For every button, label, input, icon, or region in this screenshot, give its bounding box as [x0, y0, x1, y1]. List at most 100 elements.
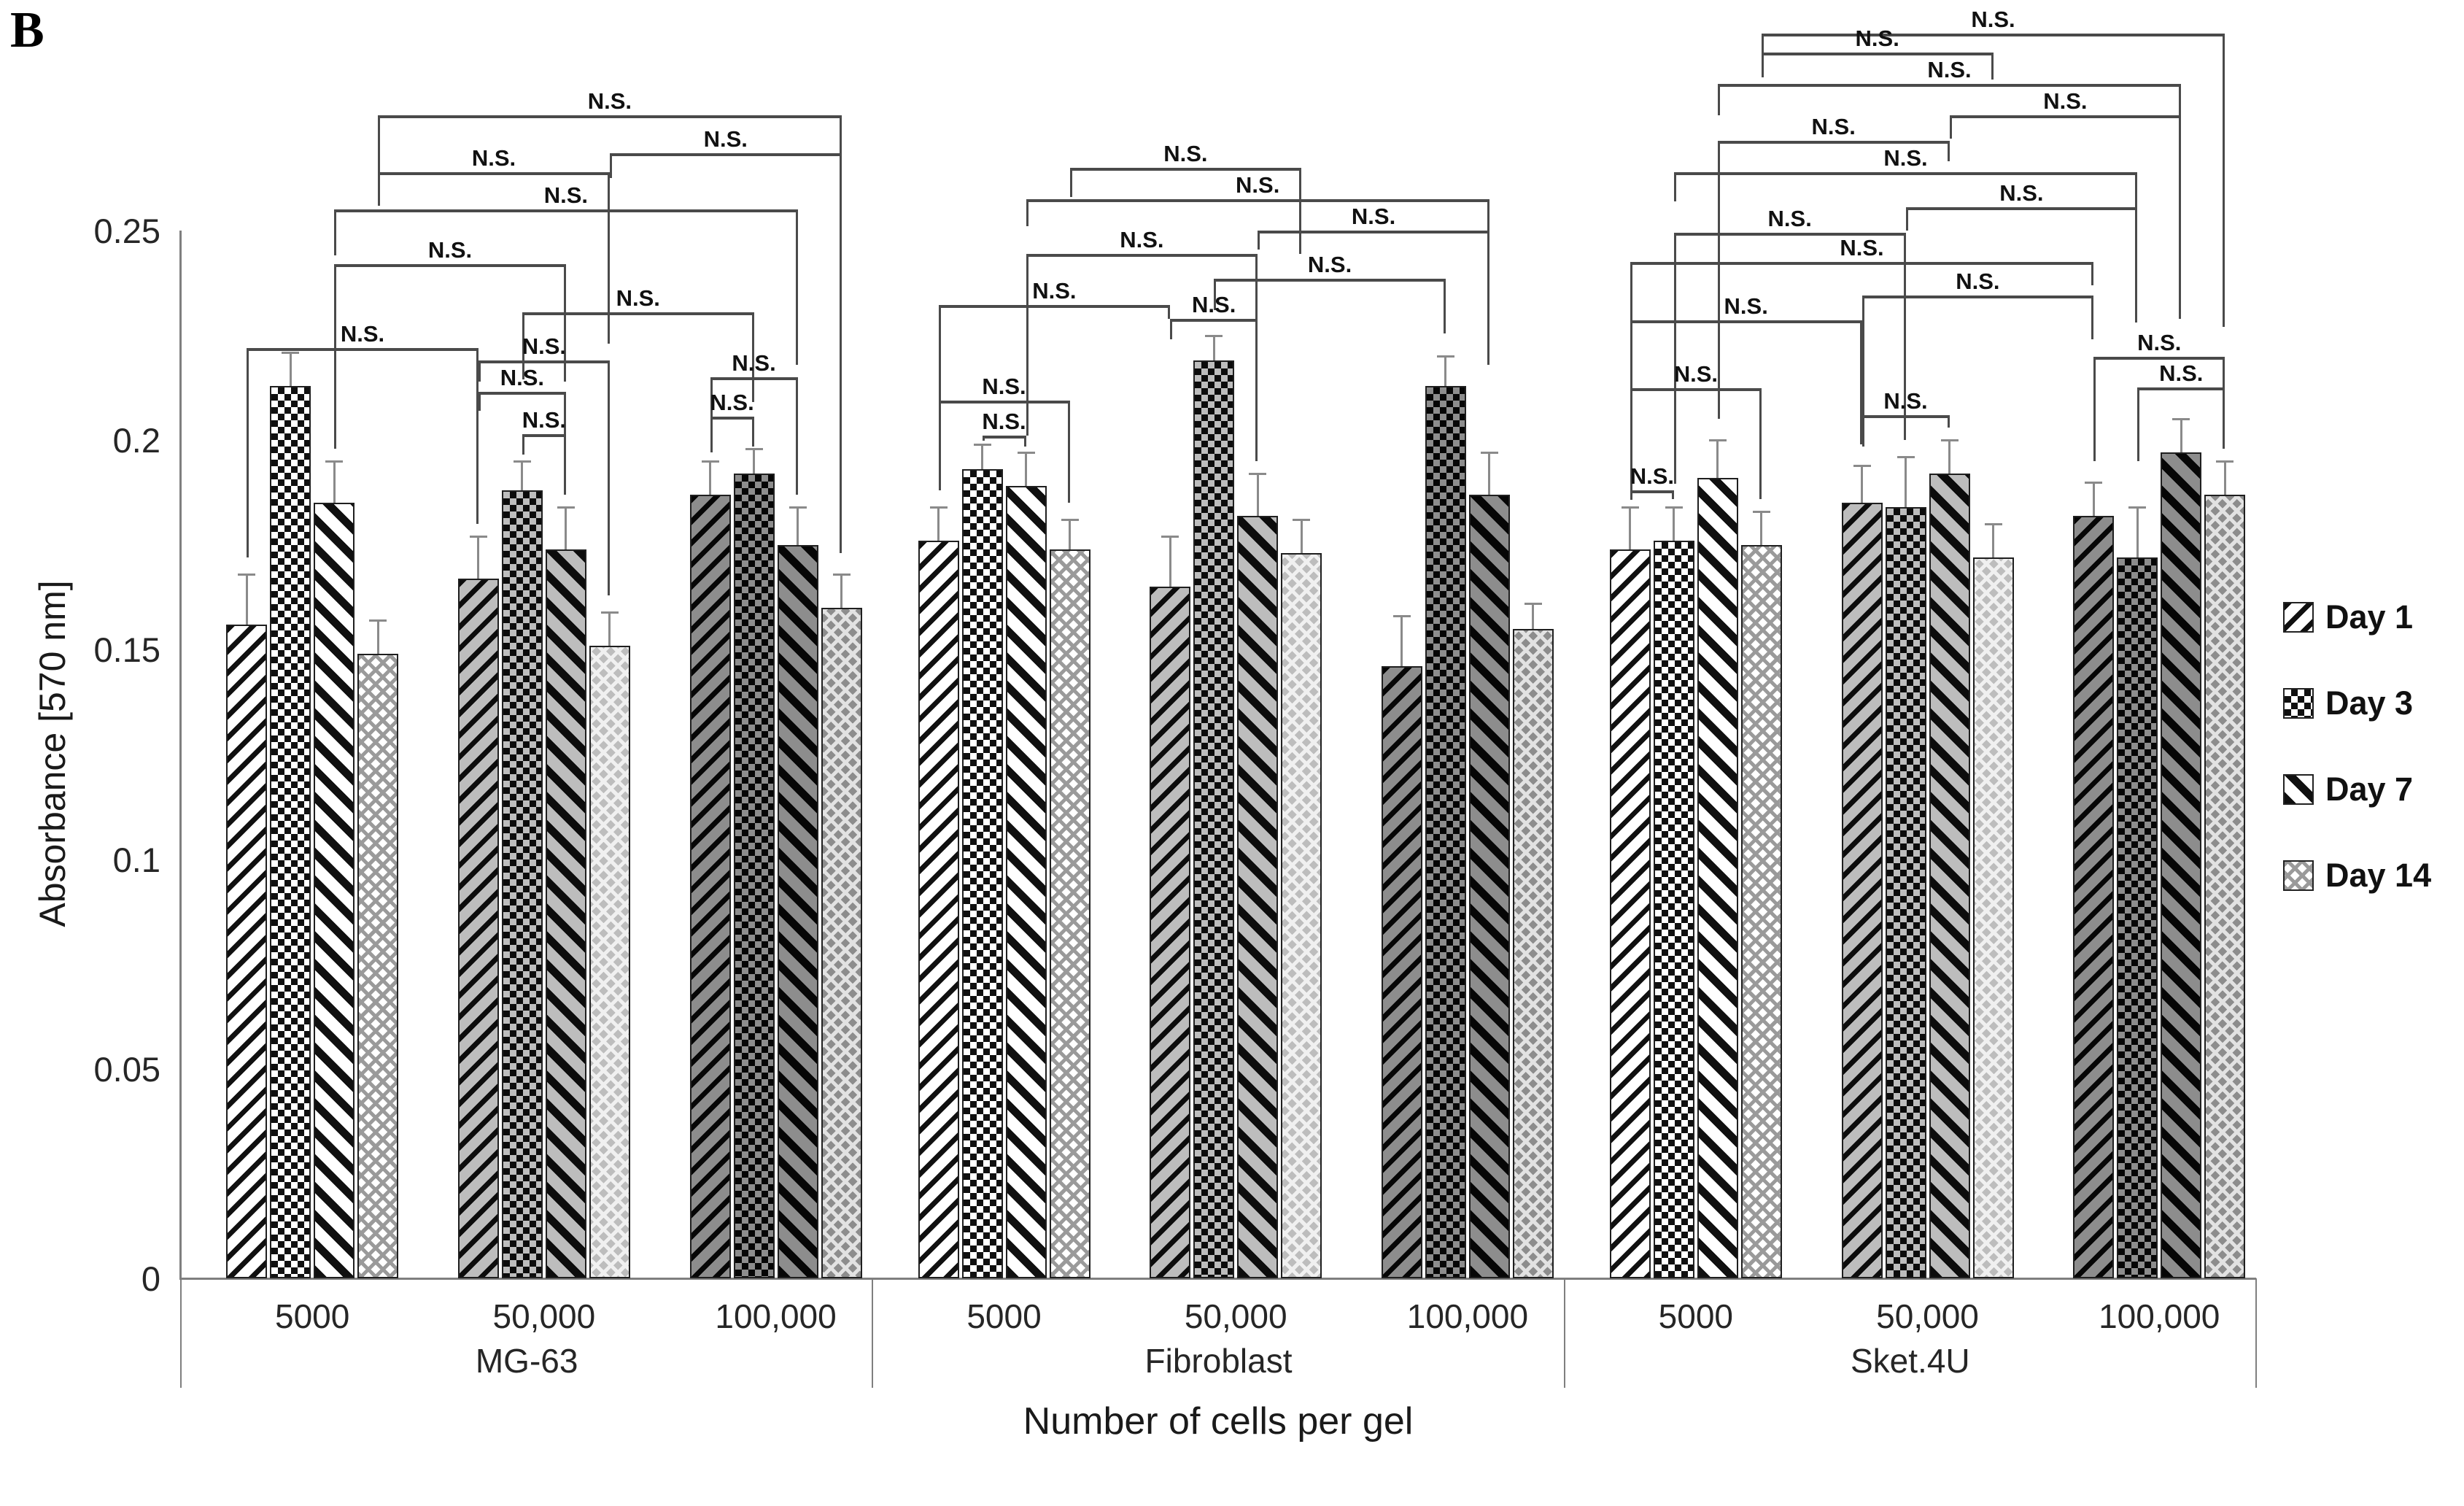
error-cap	[1249, 473, 1267, 476]
sig-bracket-leg	[2137, 387, 2140, 461]
error-cap	[282, 351, 300, 354]
group-label: Fibroblast	[1144, 1342, 1293, 1380]
sig-label: N.S.	[1032, 278, 1077, 304]
sig-bracket	[1630, 262, 2094, 266]
error-bar	[608, 611, 611, 646]
error-cap	[1436, 355, 1454, 358]
y-tick-label: 0.25	[93, 212, 160, 250]
error-cap	[1940, 439, 1959, 442]
sig-bracket-leg	[1168, 305, 1171, 319]
error-bar	[1948, 440, 1951, 474]
sig-bracket	[609, 152, 842, 156]
error-cap	[832, 574, 851, 576]
cluster-label: 100,000	[715, 1297, 837, 1335]
sig-bracket-leg	[710, 377, 713, 453]
sig-label: N.S.	[522, 406, 567, 433]
sig-bracket-leg	[2179, 115, 2182, 314]
bar	[1929, 474, 1970, 1278]
bar	[918, 541, 959, 1278]
error-bar	[521, 460, 524, 491]
sig-label: N.S.	[616, 285, 660, 311]
error-cap	[1017, 452, 1035, 455]
sig-bracket	[1717, 83, 2182, 87]
sig-bracket	[1717, 140, 1950, 144]
sig-bracket-leg	[247, 347, 249, 558]
group-separator	[872, 1278, 874, 1388]
sig-bracket-leg	[563, 263, 566, 382]
sig-bracket-leg	[1759, 387, 1762, 499]
sig-label: N.S.	[1999, 180, 2044, 206]
bar	[501, 490, 543, 1278]
error-bar	[1673, 507, 1675, 541]
sig-bracket	[2137, 387, 2225, 390]
bar	[1885, 507, 1926, 1278]
sig-bracket-leg	[1905, 207, 1908, 231]
sig-bracket	[1069, 167, 1302, 171]
sig-bracket	[378, 171, 610, 175]
sig-bracket-leg	[1671, 490, 1674, 499]
y-axis-line	[179, 231, 182, 1278]
y-tick-label: 0	[141, 1259, 160, 1298]
error-bar	[840, 574, 843, 608]
error-bar	[1629, 507, 1632, 549]
sig-bracket	[1673, 232, 1906, 236]
sig-bracket	[1630, 490, 1674, 494]
sig-bracket-leg	[2091, 262, 2094, 285]
bar	[733, 474, 775, 1278]
x-axis-line	[179, 1278, 2256, 1280]
sig-bracket-leg	[1991, 52, 1994, 80]
panel-letter: B	[10, 2, 44, 58]
sig-bracket-leg	[1069, 167, 1072, 198]
bar	[589, 645, 630, 1278]
legend-label: Day 1	[2325, 598, 2414, 636]
bar	[689, 494, 731, 1278]
sig-bracket-leg	[1947, 140, 1950, 162]
sig-bracket-leg	[1170, 318, 1173, 340]
sig-bracket	[710, 417, 754, 420]
sig-bracket	[938, 305, 1171, 309]
legend-label: Day 3	[2325, 684, 2414, 722]
sig-bracket-leg	[607, 171, 610, 344]
sig-bracket-leg	[334, 209, 337, 256]
error-cap	[1480, 452, 1498, 455]
sig-label: N.S.	[1120, 226, 1164, 252]
bar	[226, 624, 268, 1278]
sig-label: N.S.	[543, 182, 589, 209]
sig-bracket	[378, 115, 842, 119]
sig-bracket-leg	[938, 401, 941, 491]
error-cap	[1752, 510, 1770, 513]
sig-bracket	[1761, 52, 1994, 55]
sig-bracket-leg	[334, 263, 337, 449]
sig-bracket-leg	[378, 171, 381, 204]
error-cap	[1621, 506, 1639, 509]
error-cap	[745, 447, 763, 450]
sig-bracket	[1258, 231, 1489, 233]
cluster-label: 50,000	[1184, 1297, 1287, 1335]
sig-bracket	[247, 347, 479, 351]
sig-bracket	[334, 209, 798, 213]
sig-bracket-leg	[1947, 414, 1950, 428]
sig-bracket	[1761, 34, 2225, 37]
bar	[1150, 587, 1191, 1278]
bar	[2073, 515, 2115, 1278]
sig-bracket	[2093, 356, 2225, 360]
sig-bracket-leg	[1255, 318, 1258, 461]
sig-label: N.S.	[1811, 113, 1856, 139]
cluster-label: 50,000	[492, 1297, 596, 1335]
sig-bracket-leg	[1761, 34, 1764, 61]
bar	[1972, 557, 2014, 1278]
bar	[1193, 360, 1235, 1278]
cluster-label: 100,000	[1406, 1297, 1529, 1335]
bar	[2204, 494, 2246, 1278]
sig-bracket-leg	[476, 347, 479, 525]
cluster-label: 5000	[966, 1297, 1042, 1335]
sig-label: N.S.	[1236, 171, 1280, 198]
error-cap	[2085, 481, 2103, 484]
legend-item: Day 3	[2283, 684, 2413, 722]
bar	[1005, 486, 1047, 1278]
cluster-label: 100,000	[2099, 1297, 2220, 1335]
sig-bracket	[478, 360, 610, 364]
sig-bracket-leg	[1023, 435, 1026, 447]
bar	[2117, 557, 2158, 1278]
